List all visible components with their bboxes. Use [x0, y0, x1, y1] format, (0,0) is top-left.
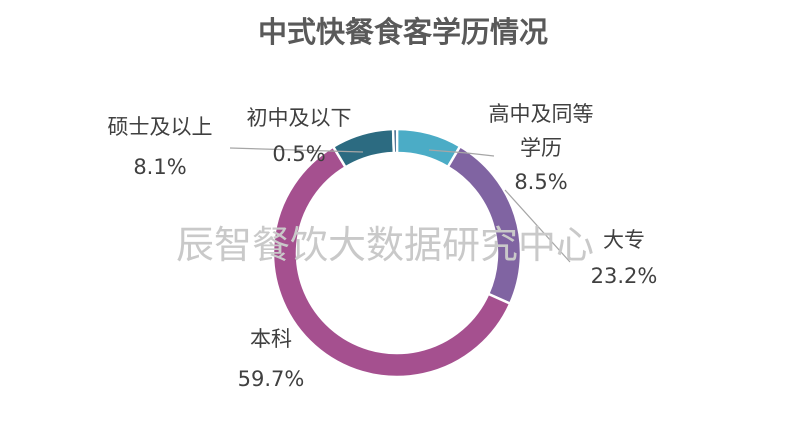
leader-line-junior-high — [229, 147, 364, 153]
donut-slices — [271, 127, 523, 379]
slice-name-label: 硕士及以上 — [108, 115, 213, 139]
slice-value-label: 0.5% — [272, 142, 325, 166]
slice-value-label: 8.5% — [514, 170, 567, 194]
slice-name-label: 大专 — [603, 228, 645, 252]
slice-labels: 高中及同等学历 8.5% 大专 23.2% 本科 59.7% 硕士及以上 8.1% 初中及以下 0… — [108, 102, 658, 391]
slice-label-junior-high: 初中及以下 0.5% — [247, 106, 352, 166]
leader-line-college — [504, 189, 571, 263]
slice-name-label: 初中及以下 — [247, 106, 352, 130]
slice-value-label: 8.1% — [133, 155, 186, 179]
leader-lines — [229, 147, 571, 263]
slice-value-label: 23.2% — [591, 264, 658, 288]
slice-name-label: 学历 — [520, 136, 562, 160]
leader-line-high-school — [428, 149, 495, 157]
slice-name-label: 高中及同等 — [489, 102, 594, 126]
slice-master — [331, 127, 396, 169]
chart-title: 中式快餐食客学历情况 — [258, 15, 548, 49]
slice-junior-high — [391, 127, 399, 155]
slice-label-bachelor: 本科 59.7% — [238, 327, 305, 391]
slice-label-master: 硕士及以上 8.1% — [108, 115, 213, 179]
slice-value-label: 59.7% — [238, 367, 305, 391]
slice-label-high-school: 高中及同等学历 8.5% — [489, 102, 594, 194]
slice-bachelor — [271, 144, 512, 379]
watermark: 辰智餐饮大数据研究中心 — [176, 223, 594, 267]
slice-name-label: 本科 — [250, 327, 292, 351]
slice-label-college: 大专 23.2% — [591, 228, 658, 288]
